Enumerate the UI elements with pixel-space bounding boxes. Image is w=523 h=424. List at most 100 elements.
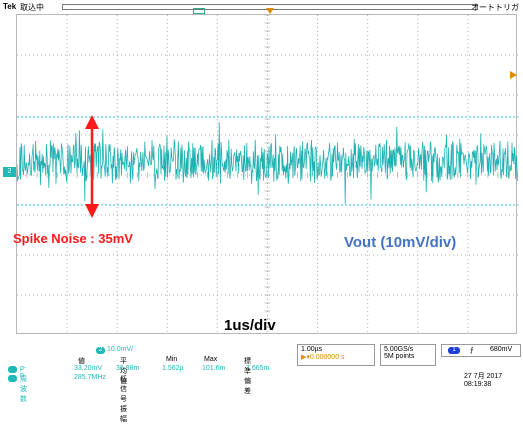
grid-dot <box>66 95 68 96</box>
grid-dot <box>389 174 390 176</box>
grid-dot <box>367 195 369 196</box>
grid-dot <box>449 94 450 96</box>
grid-dot <box>417 235 419 236</box>
grid-dot <box>37 254 38 256</box>
grid-dot <box>225 134 226 136</box>
grid-dot <box>413 134 414 136</box>
grid-dot <box>467 315 469 316</box>
grid-dot <box>305 94 306 96</box>
grid-dot <box>421 254 422 256</box>
grid-dot <box>367 91 369 92</box>
grid-dot <box>367 99 369 100</box>
horizontal-settings[interactable]: 1.00µs ▶▾0.000000 s <box>297 344 375 366</box>
grid-dot <box>121 254 122 256</box>
grid-dot <box>116 111 118 112</box>
grid-dot <box>381 254 382 256</box>
grid-dot <box>357 254 358 256</box>
grid-dot <box>317 134 318 136</box>
grid-dot <box>481 294 482 296</box>
grid-dot <box>145 174 146 176</box>
grid-dot <box>117 254 118 256</box>
grid-dot <box>116 327 118 328</box>
grid-dot <box>193 214 194 216</box>
grid-dot <box>133 54 134 56</box>
grid-dot <box>267 323 268 324</box>
grid-dot <box>417 47 419 48</box>
grid-dot <box>425 174 426 176</box>
grid-dot <box>209 214 210 216</box>
grid-dot <box>221 294 222 296</box>
grid-dot <box>216 243 218 244</box>
grid-dot <box>267 231 268 232</box>
grid-dot <box>161 294 162 296</box>
grid-dot <box>457 134 458 136</box>
grid-dot <box>317 123 319 124</box>
row1-label: p-p <box>20 365 27 379</box>
grid-dot <box>267 63 268 64</box>
grid-dot <box>66 287 68 288</box>
grid-dot <box>249 54 250 56</box>
grid-dot <box>249 214 250 216</box>
grid-dot <box>317 307 319 308</box>
grid-dot <box>317 239 319 240</box>
grid-dot <box>409 174 410 176</box>
grid-dot <box>273 254 274 256</box>
grid-dot <box>445 254 446 256</box>
grid-dot <box>317 51 319 52</box>
grid-dot <box>267 187 268 188</box>
grid-dot <box>317 79 319 80</box>
grid-dot <box>225 214 226 216</box>
grid-dot <box>253 214 254 216</box>
grid-dot <box>113 174 114 176</box>
grid-dot <box>216 319 218 320</box>
grid-dot <box>166 271 168 272</box>
grid-dot <box>469 54 470 56</box>
grid-dot <box>467 179 469 180</box>
channel-badge: 2 <box>96 347 105 354</box>
grid-dot <box>385 174 386 176</box>
trigger-level: 680mV <box>490 346 513 353</box>
acquisition-settings[interactable]: 5.00GS/s 5M points <box>380 344 436 366</box>
grid-dot <box>166 79 168 80</box>
grid-dot <box>66 103 68 104</box>
grid-dot <box>116 83 118 84</box>
grid-dot <box>41 134 42 136</box>
grid-dot <box>317 31 319 32</box>
trigger-position-marker[interactable] <box>266 8 274 14</box>
channel-ground-marker[interactable]: 2 <box>3 167 16 177</box>
grid-dot <box>261 174 262 176</box>
grid-dot <box>267 83 268 84</box>
grid-dot <box>367 191 369 192</box>
grid-dot <box>285 214 286 216</box>
channel-scale-readout[interactable]: 2 10.0mV/ <box>96 346 133 354</box>
grid-dot <box>449 214 450 216</box>
grid-dot <box>417 291 419 292</box>
grid-dot <box>367 135 369 136</box>
grid-dot <box>165 94 166 96</box>
grid-dot <box>409 294 410 296</box>
grid-dot <box>116 115 118 116</box>
grid-dot <box>477 254 478 256</box>
trigger-settings[interactable]: 1 ⨍ 680mV <box>441 344 521 357</box>
grid-dot <box>467 271 469 272</box>
grid-dot <box>317 323 319 324</box>
grid-dot <box>367 199 369 200</box>
grid-dot <box>233 94 234 96</box>
grid-dot <box>393 214 394 216</box>
grid-dot <box>33 214 34 216</box>
grid-dot <box>205 94 206 96</box>
grid-dot <box>66 115 68 116</box>
grid-dot <box>245 214 246 216</box>
grid-dot <box>389 254 390 256</box>
grid-dot <box>367 235 369 236</box>
grid-dot <box>467 267 469 268</box>
grid-dot <box>449 174 450 176</box>
grid-dot <box>293 174 294 176</box>
grid-dot <box>169 134 170 136</box>
grid-dot <box>253 134 254 136</box>
grid-dot <box>421 294 422 296</box>
record-length: 5M points <box>384 353 415 360</box>
grid-dot <box>267 227 268 228</box>
grid-dot <box>216 127 218 128</box>
grid-dot <box>113 54 114 56</box>
